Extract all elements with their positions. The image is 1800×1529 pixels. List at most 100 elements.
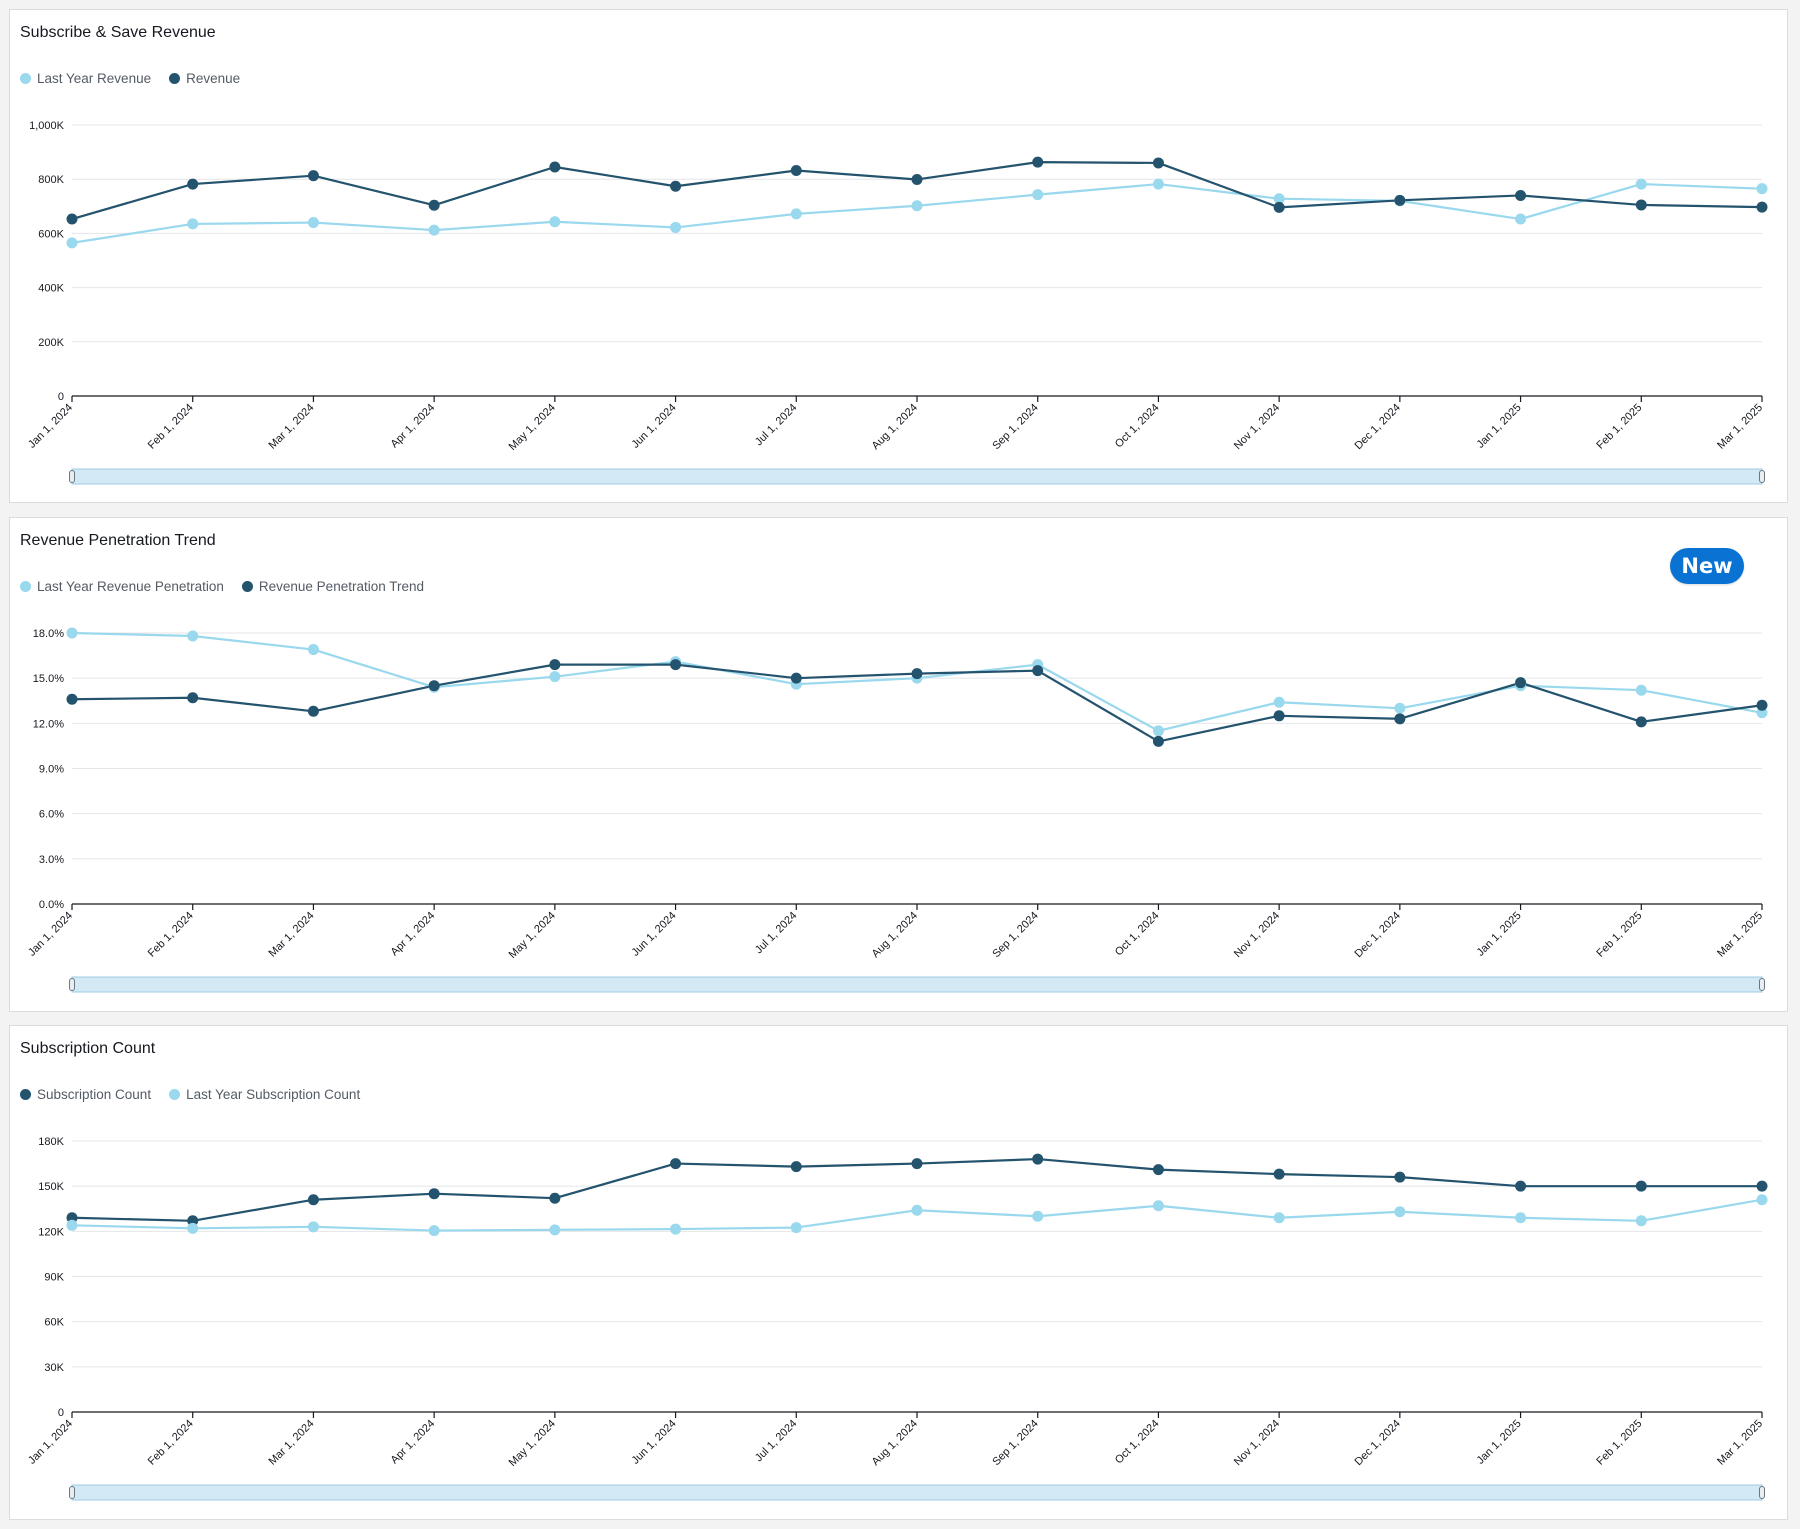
data-point-last-year-revenue[interactable] [670,221,682,233]
data-point-subscription-count[interactable] [549,1192,561,1204]
data-point-subscription-count[interactable] [1515,1180,1527,1192]
data-point-subscription-count[interactable] [1394,1171,1406,1183]
data-point-last-year-revenue-penetration[interactable] [1273,696,1285,708]
data-point-last-year-revenue-penetration[interactable] [187,630,199,642]
data-point-last-year-revenue-penetration[interactable] [307,644,319,656]
data-point-last-year-subscription-count[interactable] [1152,1200,1164,1212]
data-point-last-year-subscription-count[interactable] [1273,1212,1285,1224]
data-point-subscription-count[interactable] [790,1161,802,1173]
data-point-last-year-revenue[interactable] [911,200,923,212]
data-point-last-year-subscription-count[interactable] [670,1223,682,1235]
data-point-revenue-penetration-trend[interactable] [1152,735,1164,747]
range-handle-left[interactable] [69,470,75,483]
data-point-subscription-count[interactable] [307,1194,319,1206]
data-point-revenue[interactable] [1032,156,1044,168]
data-point-revenue-penetration-trend[interactable] [1032,665,1044,677]
data-point-last-year-revenue-penetration[interactable] [1152,725,1164,737]
data-point-revenue[interactable] [1515,189,1527,201]
data-point-last-year-subscription-count[interactable] [911,1204,923,1216]
legend-item-last-year-revenue[interactable]: Last Year Revenue [20,71,151,86]
data-point-last-year-revenue[interactable] [1635,178,1647,190]
data-point-revenue[interactable] [1273,201,1285,213]
data-point-last-year-revenue-penetration[interactable] [1635,684,1647,696]
data-point-revenue-penetration-trend[interactable] [428,680,440,692]
data-point-subscription-count[interactable] [1756,1180,1768,1192]
data-point-last-year-revenue[interactable] [66,237,78,249]
data-point-revenue[interactable] [549,161,561,173]
data-point-last-year-subscription-count[interactable] [1394,1206,1406,1218]
data-point-subscription-count[interactable] [670,1158,682,1170]
range-handle-right[interactable] [1759,978,1765,991]
data-point-revenue[interactable] [1756,201,1768,213]
data-point-revenue-penetration-trend[interactable] [790,672,802,684]
data-point-revenue-penetration-trend[interactable] [1756,699,1768,711]
data-point-revenue[interactable] [307,170,319,182]
data-point-revenue-penetration-trend[interactable] [1635,716,1647,728]
data-point-last-year-revenue[interactable] [790,208,802,220]
range-handle-right[interactable] [1759,470,1765,483]
range-scrollbar[interactable] [71,976,1763,993]
penetration-line-chart[interactable]: 0.0% 3.0% 6.0% 9.0% 12.0% 15.0% 18.0% Jan 1, 20… [10,518,1787,1011]
data-point-revenue[interactable] [670,180,682,192]
data-point-subscription-count[interactable] [66,1212,78,1224]
data-point-last-year-subscription-count[interactable] [549,1224,561,1236]
data-point-subscription-count[interactable] [1635,1180,1647,1192]
data-point-revenue-penetration-trend[interactable] [307,705,319,717]
data-point-last-year-subscription-count[interactable] [1515,1212,1527,1224]
data-point-revenue[interactable] [187,178,199,190]
data-point-revenue[interactable] [428,199,440,211]
data-point-revenue[interactable] [1152,157,1164,169]
data-point-last-year-subscription-count[interactable] [1032,1210,1044,1222]
data-point-last-year-revenue-penetration[interactable] [549,671,561,683]
data-point-subscription-count[interactable] [1032,1153,1044,1165]
range-handle-left[interactable] [69,978,75,991]
data-point-last-year-revenue[interactable] [187,218,199,230]
data-point-revenue-penetration-trend[interactable] [1394,713,1406,725]
data-point-last-year-subscription-count[interactable] [66,1219,78,1231]
data-point-revenue[interactable] [1635,199,1647,211]
data-point-revenue[interactable] [1394,194,1406,206]
data-point-revenue-penetration-trend[interactable] [187,692,199,704]
legend-item-revenue[interactable]: Revenue [169,71,240,86]
data-point-last-year-revenue[interactable] [549,216,561,228]
data-point-revenue[interactable] [66,213,78,225]
data-point-last-year-subscription-count[interactable] [428,1225,440,1237]
revenue-line-chart[interactable]: 0 200K 400K 600K 800K 1,000K Jan 1, 2024 Feb 1,… [10,10,1787,502]
data-point-subscription-count[interactable] [1152,1164,1164,1176]
data-point-last-year-revenue[interactable] [307,217,319,229]
data-point-subscription-count[interactable] [911,1158,923,1170]
data-point-last-year-revenue[interactable] [428,224,440,236]
data-point-last-year-revenue-penetration[interactable] [66,627,78,639]
data-point-last-year-revenue[interactable] [1032,189,1044,201]
legend-item-last-year-revenue-penetration[interactable]: Last Year Revenue Penetration [20,579,224,594]
subscription-line-chart[interactable]: 0 30K 60K 90K 120K 150K 180K Jan 1, 2024 Feb 1, … [10,1026,1787,1519]
data-point-revenue[interactable] [790,165,802,177]
data-point-last-year-revenue[interactable] [1152,178,1164,190]
range-scrollbar[interactable] [71,1484,1763,1501]
range-handle-right[interactable] [1759,1486,1765,1499]
data-point-revenue-penetration-trend[interactable] [1515,677,1527,689]
data-point-subscription-count[interactable] [1273,1168,1285,1180]
data-point-last-year-subscription-count[interactable] [1635,1215,1647,1227]
data-point-last-year-subscription-count[interactable] [307,1221,319,1233]
data-point-revenue-penetration-trend[interactable] [911,668,923,680]
legend-item-last-year-subscription-count[interactable]: Last Year Subscription Count [169,1087,360,1102]
range-scrollbar[interactable] [71,468,1763,485]
range-handle-left[interactable] [69,1486,75,1499]
data-point-last-year-revenue[interactable] [1756,183,1768,195]
data-point-revenue[interactable] [911,173,923,185]
data-point-subscription-count[interactable] [428,1188,440,1200]
data-point-last-year-subscription-count[interactable] [1756,1194,1768,1206]
legend-item-subscription-count[interactable]: Subscription Count [20,1087,151,1102]
data-point-subscription-count[interactable] [187,1215,199,1227]
data-point-last-year-revenue[interactable] [1273,193,1285,205]
data-point-last-year-revenue-penetration[interactable] [1394,702,1406,714]
data-point-last-year-revenue[interactable] [1515,213,1527,225]
data-point-revenue-penetration-trend[interactable] [1273,710,1285,722]
data-point-last-year-subscription-count[interactable] [187,1222,199,1234]
data-point-last-year-revenue-penetration[interactable] [1756,707,1768,719]
data-point-revenue-penetration-trend[interactable] [66,693,78,705]
legend-item-revenue-penetration-trend[interactable]: Revenue Penetration Trend [241,579,424,594]
data-point-revenue-penetration-trend[interactable] [670,659,682,671]
data-point-revenue-penetration-trend[interactable] [549,659,561,671]
